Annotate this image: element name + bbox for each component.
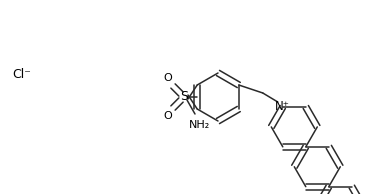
Text: Cl⁻: Cl⁻ [12,68,31,81]
Text: O: O [163,111,172,121]
Text: S: S [180,90,188,104]
Text: NH₂: NH₂ [189,120,211,130]
Text: N⁺: N⁺ [275,100,290,113]
Text: O: O [163,73,172,83]
